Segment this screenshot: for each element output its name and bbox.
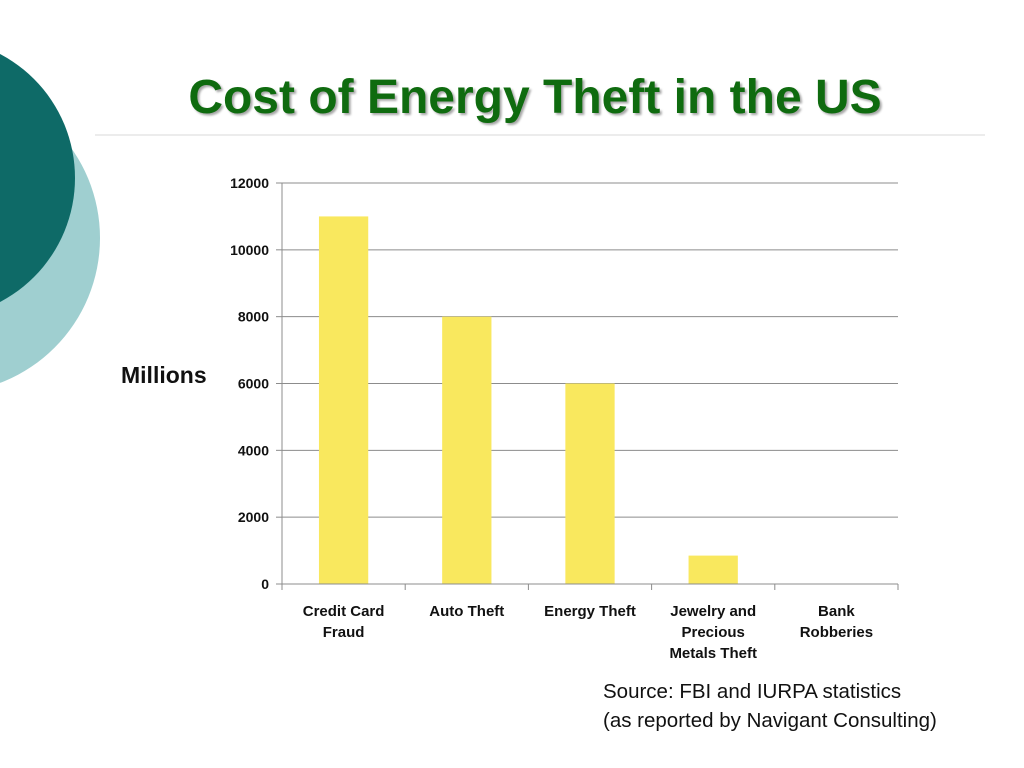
bar [318,216,369,584]
y-tick-label: 8000 [238,309,269,325]
source-line-1: Source: FBI and IURPA statistics [603,680,902,703]
x-category-label: Fraud [323,624,365,641]
y-tick-label: 2000 [238,509,269,525]
y-tick-label: 12000 [230,175,269,191]
y-tick-label: 0 [261,576,269,592]
x-category-label: Energy Theft [544,603,636,620]
decorative-circles [0,0,100,420]
title-divider [95,134,985,136]
x-category-label: Jewelry and [670,603,756,620]
y-axis-label: Millions [121,362,207,388]
slide-title: Cost of Energy Theft in the US [188,71,882,124]
x-category-label: Precious [682,624,745,641]
deco-circle-dark [0,54,75,302]
source-line-2: (as reported by Navigant Consulting) [603,709,937,732]
y-tick-label: 4000 [238,442,269,458]
x-category-label: Credit Card [303,603,385,620]
x-category-label: Bank [818,603,855,620]
y-tick-label: 6000 [238,376,269,392]
x-category-label: Auto Theft [429,603,504,620]
bar [442,316,492,584]
bar [565,383,615,584]
x-category-label: Metals Theft [669,645,757,662]
x-category-label: Robberies [800,624,873,641]
bar [688,555,738,584]
source-note: Source: FBI and IURPA statistics (as rep… [603,677,937,735]
y-tick-label: 10000 [230,242,269,258]
